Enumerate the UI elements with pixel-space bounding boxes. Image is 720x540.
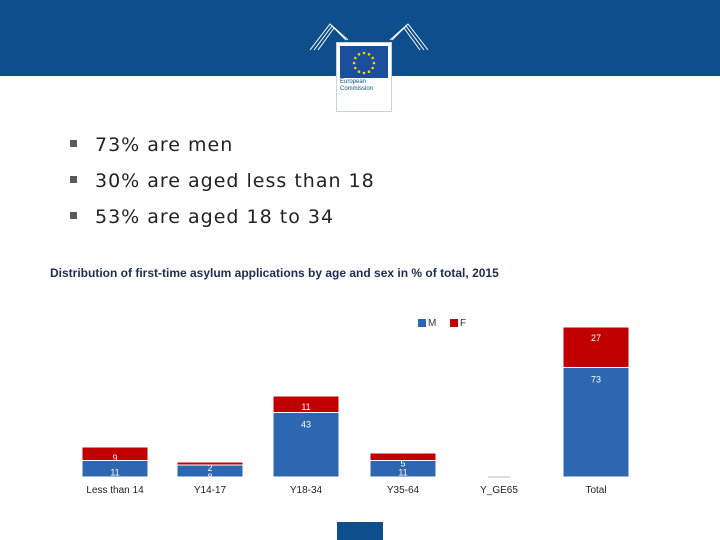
bullet-text: 53% are aged 18 to 34 xyxy=(95,206,335,228)
eu-flag-icon xyxy=(340,46,388,78)
bar-f-5 xyxy=(562,326,630,368)
bar-f-0 xyxy=(81,446,149,461)
x-tick-label-3: Y35-64 xyxy=(387,485,420,496)
bullet-text: 30% are aged less than 18 xyxy=(95,170,375,192)
chart-title: Distribution of first-time asylum applic… xyxy=(50,266,499,280)
legend-label-m: M xyxy=(428,318,437,329)
bar-m-2 xyxy=(272,412,340,478)
bullet-item: 30% are aged less than 18 xyxy=(70,170,375,192)
legend-item-f: F xyxy=(450,318,466,329)
berlaymont-building-icon xyxy=(309,23,429,51)
x-tick-label-5: Total xyxy=(585,485,606,496)
data-label-m-3: 11 xyxy=(398,468,407,478)
data-label-f-0: 9 xyxy=(112,453,117,463)
data-label-m-0: 11 xyxy=(110,468,119,478)
bar-m-5 xyxy=(562,367,630,478)
bullet-square-icon xyxy=(70,212,77,219)
data-label-f-3: 5 xyxy=(400,459,405,469)
data-label-f-5: 27 xyxy=(591,333,601,343)
data-label-m-1: 8 xyxy=(207,472,212,482)
data-label-f-2: 11 xyxy=(301,402,310,412)
bullet-text: 73% are men xyxy=(95,134,234,156)
x-tick-label-2: Y18-34 xyxy=(290,485,323,496)
x-tick-label-4: Y_GE65 xyxy=(480,485,518,496)
bullet-square-icon xyxy=(70,140,77,147)
bar-f-1 xyxy=(176,461,244,466)
data-label-m-2: 43 xyxy=(301,420,311,430)
logo-text-line1: European xyxy=(340,79,367,85)
legend-swatch-f xyxy=(450,319,458,328)
footer-bar xyxy=(337,522,383,540)
legend-swatch-m xyxy=(418,319,426,328)
x-tick-label-1: Y14-17 xyxy=(194,485,227,496)
bar-f-2 xyxy=(272,395,340,413)
bar-f-3 xyxy=(369,452,437,461)
data-label-m-5: 73 xyxy=(591,375,601,385)
legend-label-f: F xyxy=(460,318,467,329)
data-label-f-1: 2 xyxy=(207,463,212,473)
bullet-square-icon xyxy=(70,176,77,183)
european-commission-logo: European Commission xyxy=(308,14,430,112)
logo-text: European Commission xyxy=(340,79,373,93)
legend-item-m: M xyxy=(418,318,436,329)
bullet-item: 53% are aged 18 to 34 xyxy=(70,206,334,228)
bullet-item: 73% are men xyxy=(70,134,233,156)
logo-text-line2: Commission xyxy=(340,86,374,92)
logo-emblem: European Commission xyxy=(336,42,392,112)
x-tick-label-0: Less than 14 xyxy=(86,485,144,496)
